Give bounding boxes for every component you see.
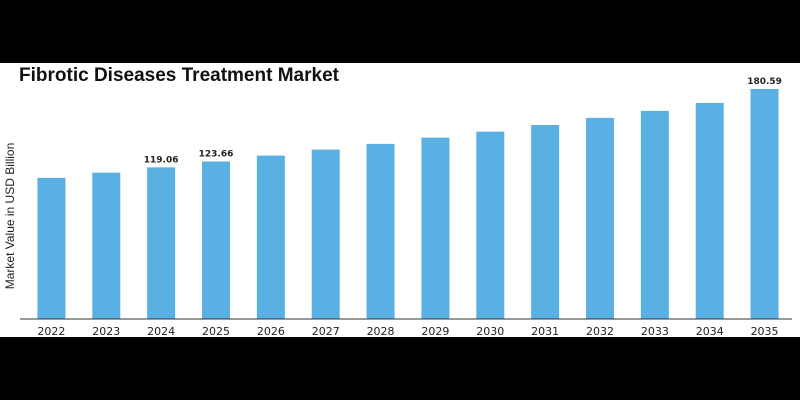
chart-frame: Fibrotic Diseases Treatment Market Marke… [0,63,800,337]
x-tick-label-2027: 2027 [312,325,340,337]
bar-2028 [366,143,395,319]
bar-2022 [37,177,66,319]
bar-2025 [202,161,230,319]
x-tick-label-2028: 2028 [367,325,395,337]
bar-2031 [531,125,560,319]
bar-2030 [476,131,505,319]
chart-title: Fibrotic Diseases Treatment Market [19,65,339,86]
data-label-2025: 123.66 [199,149,234,159]
x-tick-label-2023: 2023 [92,325,120,337]
x-tick-label-2030: 2030 [476,325,504,337]
bar-2023 [92,172,121,319]
x-tick-label-2031: 2031 [531,325,559,337]
bar-2032 [586,117,614,320]
bar-2035 [750,88,779,319]
bar-2029 [421,137,450,319]
data-label-2035: 180.59 [747,77,782,87]
bar-2027 [311,149,340,319]
bar-2034 [695,102,724,319]
x-tick-label-2032: 2032 [586,325,614,337]
x-tick-label-2034: 2034 [696,325,724,337]
x-tick-label-2029: 2029 [421,325,449,337]
bar-2024 [147,167,176,319]
bar-2033 [640,110,669,319]
x-tick-label-2022: 2022 [37,325,65,337]
x-tick-label-2025: 2025 [202,325,230,337]
x-tick-label-2035: 2035 [751,325,779,337]
bar-chart: 2022 2023 2024 119.06 2025 123.66 2026 2027 2028… [20,77,792,337]
bar-2026 [256,155,285,319]
x-tick-label-2033: 2033 [641,325,669,337]
x-tick-label-2026: 2026 [257,325,285,337]
data-label-2024: 119.06 [144,155,179,165]
x-tick-label-2024: 2024 [147,325,175,337]
